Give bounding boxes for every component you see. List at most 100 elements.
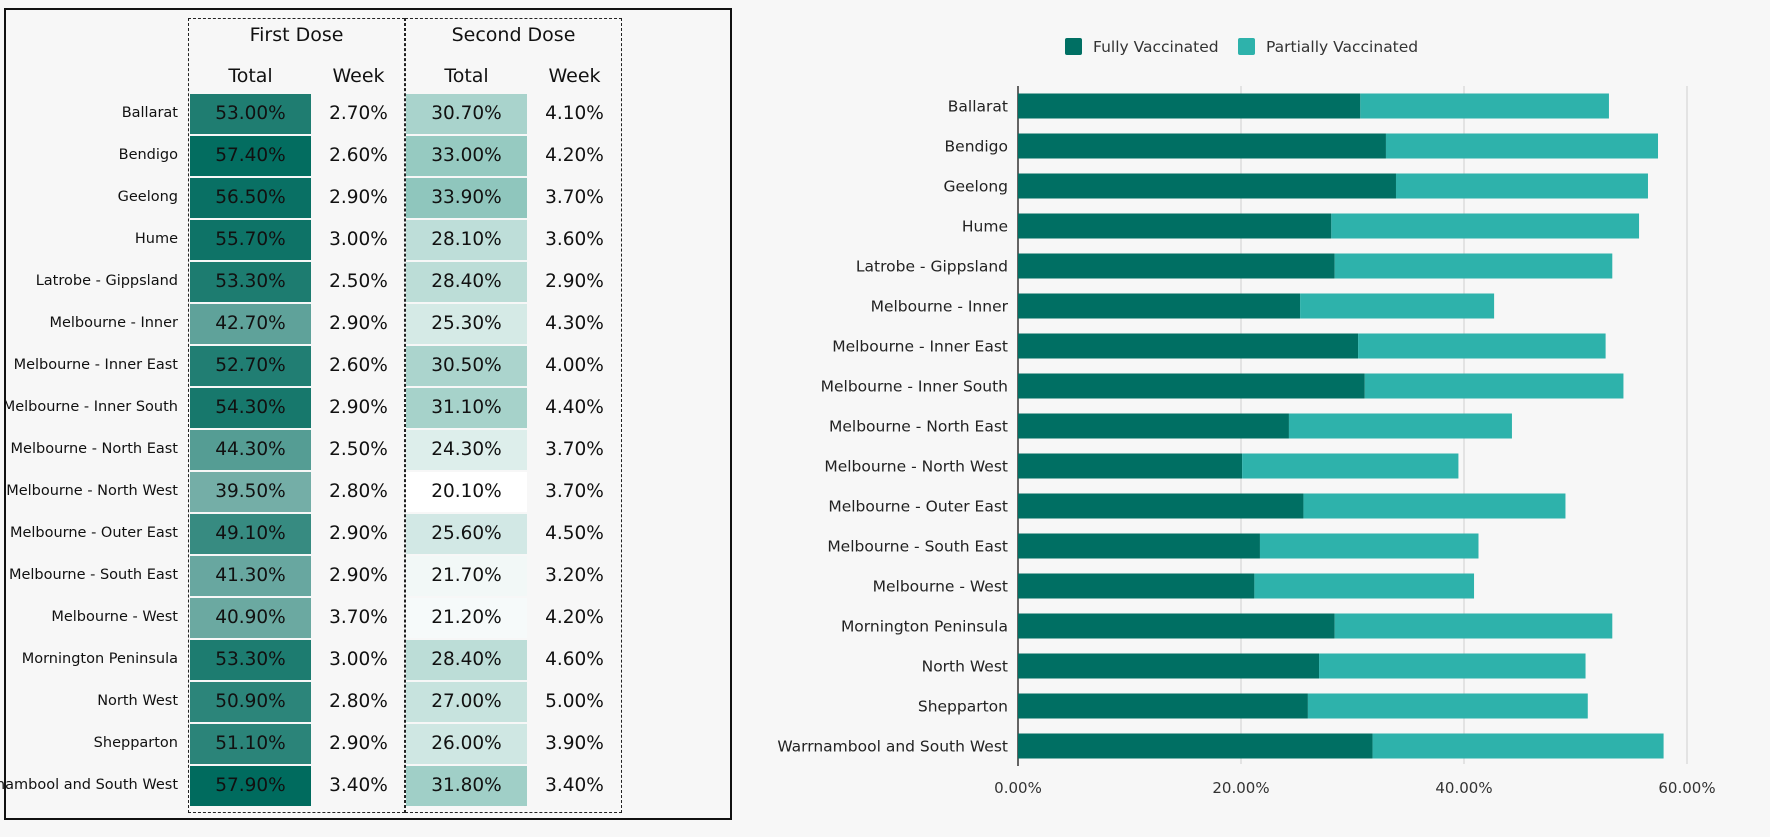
cell-first-total: 53.30% <box>190 262 311 302</box>
cell-first-week: 2.70% <box>329 103 388 124</box>
cell-second-total: 31.80% <box>406 766 527 806</box>
bar-fully-vaccinated <box>1018 413 1289 439</box>
category-label: Mornington Peninsula <box>841 618 1008 636</box>
category-label: Melbourne - Inner South <box>821 378 1008 396</box>
cell-first-week: 2.60% <box>329 145 388 166</box>
bar-partially-vaccinated <box>1395 173 1648 199</box>
bar-fully-vaccinated <box>1018 253 1335 279</box>
bar-fully-vaccinated <box>1018 613 1335 639</box>
category-label: North West <box>922 658 1008 676</box>
row-label: Hume <box>134 231 178 247</box>
cell-second-total: 21.70% <box>406 556 527 596</box>
bar-fully-vaccinated <box>1018 653 1320 679</box>
cell-second-total: 31.10% <box>406 388 527 428</box>
cell-second-week: 4.50% <box>545 523 604 544</box>
cell-second-total: 20.10% <box>406 472 527 512</box>
cell-second-total: 28.10% <box>406 220 527 260</box>
bar-fully-vaccinated <box>1018 733 1373 759</box>
cell-first-week: 2.50% <box>329 271 388 292</box>
cell-second-total: 25.60% <box>406 514 527 554</box>
cell-first-week: 2.90% <box>329 397 388 418</box>
bar-partially-vaccinated <box>1303 493 1566 519</box>
legend-label: Fully Vaccinated <box>1093 38 1219 56</box>
cell-first-total: 53.30% <box>190 640 311 680</box>
cell-second-week: 4.40% <box>545 397 604 418</box>
bar-fully-vaccinated <box>1018 213 1332 239</box>
bar-fully-vaccinated <box>1018 533 1260 559</box>
row-label: Melbourne - Outer East <box>9 525 178 541</box>
bar-partially-vaccinated <box>1385 133 1659 159</box>
cell-first-week: 2.90% <box>329 313 388 334</box>
x-tick-label: 40.00% <box>1435 779 1492 797</box>
cell-first-total: 56.50% <box>190 178 311 218</box>
x-tick-label: 0.00% <box>994 779 1042 797</box>
cell-first-total: 55.70% <box>190 220 311 260</box>
bar-partially-vaccinated <box>1242 453 1459 479</box>
category-label: Bendigo <box>945 138 1008 156</box>
cell-second-total: 24.30% <box>406 430 527 470</box>
category-label: Geelong <box>943 178 1008 196</box>
row-label: Melbourne - North East <box>10 441 178 457</box>
cell-second-total: 33.90% <box>406 178 527 218</box>
cell-first-total: 42.70% <box>190 304 311 344</box>
bar-partially-vaccinated <box>1364 373 1624 399</box>
category-label: Melbourne - Outer East <box>828 498 1008 516</box>
column-header: Total <box>444 65 489 87</box>
bar-partially-vaccinated <box>1259 533 1479 559</box>
row-label: North West <box>97 693 178 709</box>
cell-second-week: 3.90% <box>545 733 604 754</box>
cell-first-total: 51.10% <box>190 724 311 764</box>
bar-partially-vaccinated <box>1360 93 1609 119</box>
row-label: Latrobe - Gippsland <box>35 273 178 289</box>
cell-second-total: 28.40% <box>406 640 527 680</box>
cell-first-total: 57.40% <box>190 136 311 176</box>
cell-second-week: 4.30% <box>545 313 604 334</box>
cell-second-week: 3.70% <box>545 187 604 208</box>
cell-first-total: 44.30% <box>190 430 311 470</box>
cell-first-week: 2.90% <box>329 523 388 544</box>
dose-group-box <box>188 18 405 813</box>
bar-partially-vaccinated <box>1288 413 1512 439</box>
bar-fully-vaccinated <box>1018 453 1243 479</box>
cell-second-week: 3.20% <box>545 565 604 586</box>
cell-first-week: 2.90% <box>329 733 388 754</box>
column-header: Week <box>332 65 385 87</box>
cell-second-total: 33.00% <box>406 136 527 176</box>
cell-first-week: 2.60% <box>329 355 388 376</box>
cell-second-week: 3.60% <box>545 229 604 250</box>
bar-fully-vaccinated <box>1018 573 1255 599</box>
x-tick-label: 60.00% <box>1658 779 1715 797</box>
cell-second-week: 4.10% <box>545 103 604 124</box>
cell-second-week: 4.60% <box>545 649 604 670</box>
category-label: Latrobe - Gippsland <box>856 258 1008 276</box>
bar-fully-vaccinated <box>1018 293 1301 319</box>
category-label: Melbourne - North East <box>829 418 1008 436</box>
category-label: Melbourne - North West <box>824 458 1008 476</box>
cell-first-week: 3.40% <box>329 775 388 796</box>
cell-second-week: 5.00% <box>545 691 604 712</box>
cell-first-week: 2.90% <box>329 187 388 208</box>
bar-partially-vaccinated <box>1319 653 1586 679</box>
bar-fully-vaccinated <box>1018 93 1361 119</box>
category-label: Shepparton <box>918 698 1008 716</box>
row-label: Melbourne - Inner South <box>2 399 178 415</box>
cell-second-week: 3.70% <box>545 481 604 502</box>
category-label: Ballarat <box>948 98 1008 116</box>
cell-second-total: 30.70% <box>406 94 527 134</box>
bar-partially-vaccinated <box>1331 213 1640 239</box>
category-label: Melbourne - Inner <box>871 298 1009 316</box>
cell-second-total: 28.40% <box>406 262 527 302</box>
cell-first-week: 2.80% <box>329 691 388 712</box>
cell-first-total: 39.50% <box>190 472 311 512</box>
cell-second-week: 4.00% <box>545 355 604 376</box>
bar-partially-vaccinated <box>1358 333 1606 359</box>
category-label: Melbourne - South East <box>827 538 1008 556</box>
dose-group-title: Second Dose <box>451 24 576 46</box>
cell-first-week: 2.50% <box>329 439 388 460</box>
cell-first-total: 52.70% <box>190 346 311 386</box>
row-label: Melbourne - Inner <box>49 315 178 331</box>
cell-second-week: 3.40% <box>545 775 604 796</box>
cell-first-week: 3.00% <box>329 229 388 250</box>
row-label: Geelong <box>117 189 178 205</box>
cell-first-total: 40.90% <box>190 598 311 638</box>
